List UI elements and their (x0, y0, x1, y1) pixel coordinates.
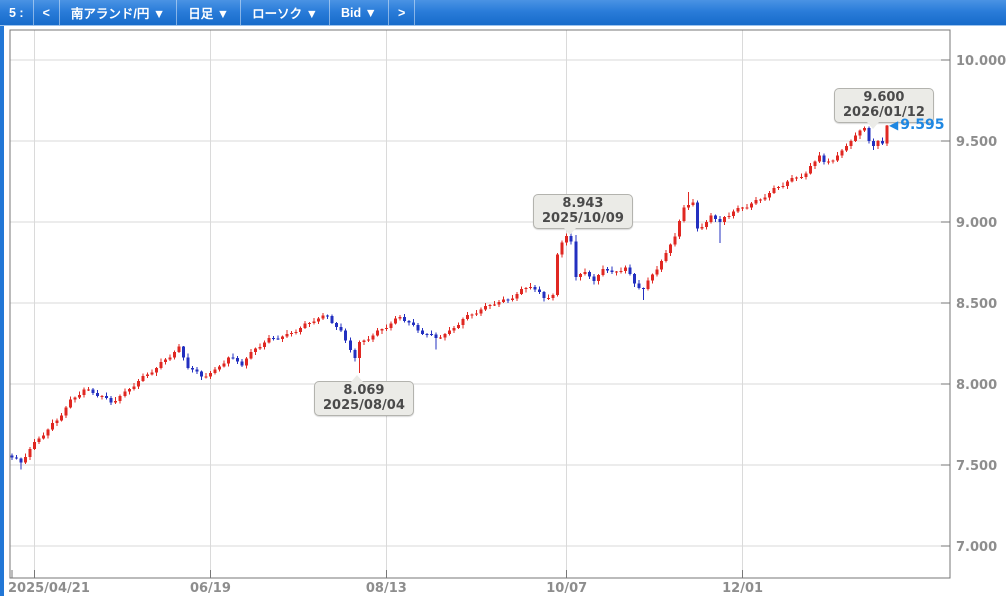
currency-pair-select[interactable]: 南アランド/円 ▼ (60, 0, 178, 25)
window-left-border (0, 0, 4, 596)
annotation-price: 8.943 (562, 196, 604, 211)
prev-button[interactable]: < (34, 0, 60, 25)
annotation-date: 2025/08/04 (323, 398, 405, 413)
annotation-date: 2025/10/09 (542, 211, 624, 226)
current-price-value: 9.595 (900, 117, 945, 133)
annotation-date: 2026/01/12 (843, 105, 925, 120)
clock-label: 5 : (0, 0, 34, 25)
x-axis-label: 10/07 (546, 581, 587, 596)
y-axis-label: 7.000 (956, 540, 997, 555)
axis-ticks (11, 59, 950, 578)
plot-border (9, 29, 951, 579)
x-axis-label: 08/13 (366, 581, 407, 596)
y-axis-label: 10.000 (956, 54, 1006, 69)
y-axis-label: 9.500 (956, 135, 997, 150)
annotation-price: 9.600 (863, 90, 905, 105)
annotation-high: 9.600 2026/01/12 (834, 88, 934, 129)
chart-type-select[interactable]: ローソク ▼ (241, 0, 330, 25)
gridlines (10, 30, 950, 578)
annotation-low: 8.069 2025/08/04 (314, 375, 414, 416)
annotation-peak: 8.943 2025/10/09 (533, 194, 633, 235)
price-pointer-icon: ◀ (889, 118, 899, 132)
next-button[interactable]: > (389, 0, 416, 25)
annotation-pointer-down-icon (867, 122, 879, 129)
x-axis-label: 06/19 (190, 581, 231, 596)
bid-ask-select[interactable]: Bid ▼ (330, 0, 389, 25)
annotation-pointer-down-icon (564, 228, 576, 235)
annotation-pointer-up-icon (351, 375, 363, 382)
annotation-price: 8.069 (343, 383, 385, 398)
current-price-marker: ◀ 9.595 (889, 117, 945, 133)
candles (10, 124, 889, 470)
y-axis-label: 7.500 (956, 459, 997, 474)
y-axis-label: 8.000 (956, 378, 997, 393)
axis-labels: 10.000 9.500 9.000 8.500 8.000 7.500 7.000 2025… (8, 54, 1006, 596)
timeframe-select[interactable]: 日足 ▼ (177, 0, 242, 25)
x-axis-label: 2025/04/21 (8, 581, 90, 596)
y-axis-label: 9.000 (956, 216, 997, 231)
chart-toolbar: 5 : < 南アランド/円 ▼ 日足 ▼ ローソク ▼ Bid ▼ > (0, 0, 1006, 26)
x-axis-label: 12/01 (722, 581, 763, 596)
y-axis-label: 8.500 (956, 297, 997, 312)
